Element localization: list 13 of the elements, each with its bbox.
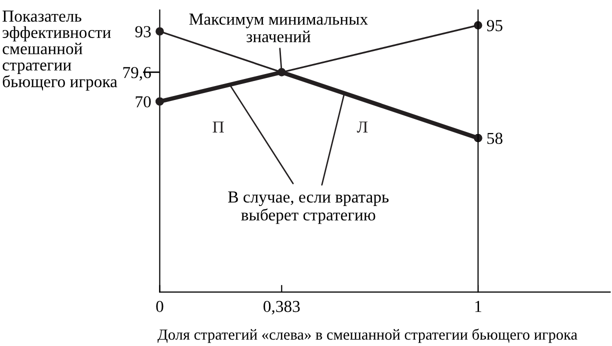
- series-label: Л: [356, 122, 368, 133]
- y-tick-label: 70: [136, 96, 151, 108]
- x-tick-label: 1: [475, 300, 482, 312]
- series-label: П: [212, 122, 224, 132]
- x-tick-label: 0,383: [264, 300, 300, 314]
- y-tick-label: 93: [135, 26, 151, 38]
- y-axis-title: Показатель эффективности смешанной стратегии бьющего игрока: [2, 10, 118, 91]
- x-tick-label: 0: [156, 300, 164, 312]
- y2-tick-label: 58: [487, 132, 502, 144]
- x-axis-title: Доля стратегий «слева» в смешанной стратегии бьющего игрока: [158, 328, 578, 343]
- y2-tick-label: 95: [486, 20, 502, 32]
- annotation: Максимум минимальных значений: [189, 14, 368, 42]
- annotation: В случае, если вратарь выберет стратегию: [228, 192, 389, 224]
